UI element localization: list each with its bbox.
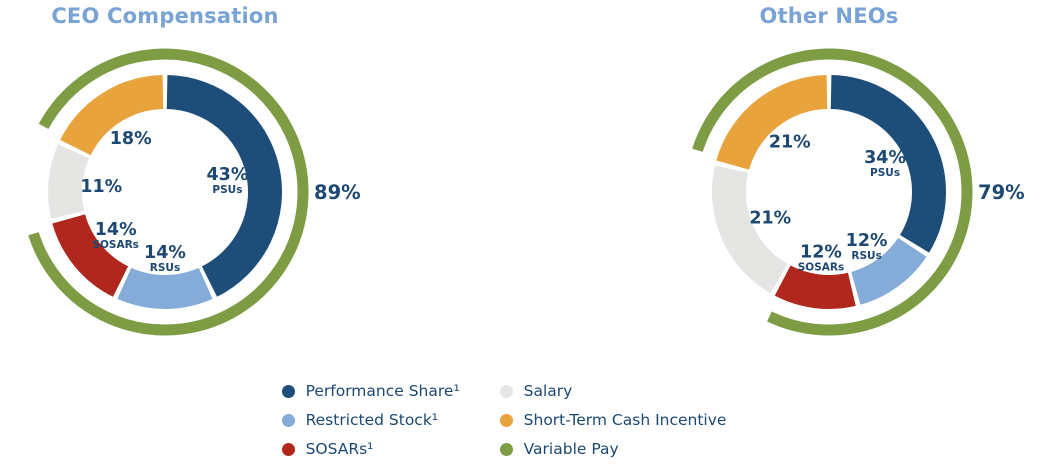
segment-label-short-term-cash-incentive: 21% [769,132,811,152]
variable-pay-percent-label: 79% [978,181,1025,204]
chart-title-ceo: CEO Compensation [51,4,279,28]
donut-segment-rsus [117,267,213,309]
segment-label-rsus: 14% RSUs [144,243,186,274]
legend-item-restricted-stock: Restricted Stock¹ [281,411,460,429]
segment-label-salary: 11% [80,177,122,197]
chart-title-other-neos: Other NEOs [759,4,899,28]
donut-segment-salary [48,144,90,219]
segment-label-rsus: 12% RSUs [846,231,888,262]
variable-pay-ring [28,48,309,336]
legend-label: Restricted Stock¹ [305,411,439,429]
legend-label: Salary [523,382,573,400]
variable-pay-percent-label: 89% [314,181,361,204]
legend-swatch-restricted-stock [281,413,295,427]
variable-pay-ring [692,48,973,336]
segment-label-sosars: 14% SOSARs [92,220,139,251]
legend: Performance Share¹ Restricted Stock¹ SOSAR… [281,382,727,458]
segment-label-sosars: 12% SOSARs [798,242,845,273]
donut-segment-psus [830,75,946,253]
legend-label: Performance Share¹ [305,382,460,400]
segment-label-salary: 21% [749,208,791,228]
donut-segment-salary [712,165,788,294]
donut-segment-short-term-cash-incentive [716,75,828,171]
legend-label: Short-Term Cash Incentive [523,411,727,429]
legend-swatch-performance-share [281,384,295,398]
legend-swatch-variable-pay [499,442,513,456]
segment-label-psus: 34% PSUs [864,148,906,179]
legend-item-sosars: SOSARs¹ [281,440,460,458]
legend-item-performance-share: Performance Share¹ [281,382,460,400]
chart-block-ceo: CEO Compensation 43% PSUs 14% RSUs 14% SOSARs… [0,4,400,352]
legend-item-variable-pay: Variable Pay [499,440,727,458]
donut-segment-sosars [52,213,129,297]
legend-label: SOSARs¹ [305,440,374,458]
chart-block-other-neos: Other NEOs 34% PSUs 12% RSUs 12% SOSARs 21% 21%… [624,4,1064,352]
segment-label-psus: 43% PSUs [207,165,249,196]
legend-swatch-sosars [281,442,295,456]
donut-segment-rsus [850,237,927,305]
legend-swatch-short-term-cash-incentive [499,413,513,427]
legend-swatch-salary [499,384,513,398]
donut-segment-short-term-cash-incentive [60,75,164,156]
charts-row: CEO Compensation 43% PSUs 14% RSUs 14% SOSARs… [0,4,1064,352]
legend-item-salary: Salary [499,382,727,400]
donut-segment-psus [166,75,282,297]
segment-label-short-term-cash-incentive: 18% [110,129,152,149]
legend-item-short-term-cash-incentive: Short-Term Cash Incentive [499,411,727,429]
donut-segment-sosars [774,265,856,309]
legend-label: Variable Pay [523,440,619,458]
